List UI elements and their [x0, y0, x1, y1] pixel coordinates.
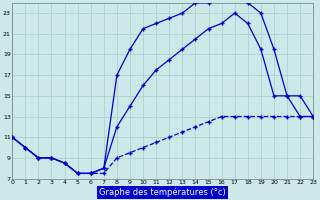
X-axis label: Graphe des températures (°c): Graphe des températures (°c)	[99, 188, 226, 197]
